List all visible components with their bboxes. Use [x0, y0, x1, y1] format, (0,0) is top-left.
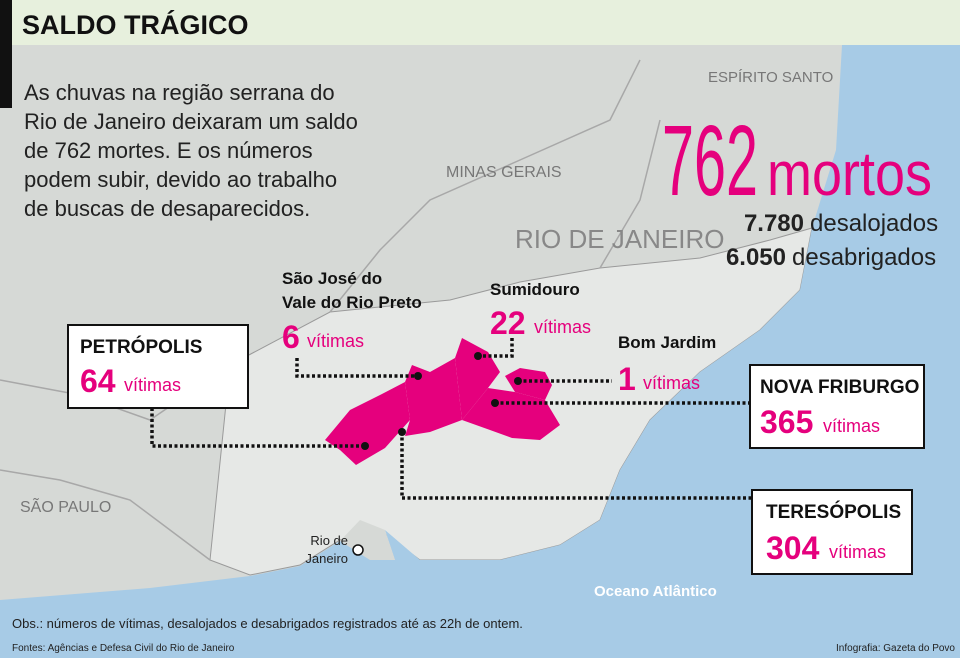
city-label: Janeiro [305, 551, 348, 566]
title: SALDO TRÁGICO [22, 9, 249, 40]
city-name: Vale do Rio Preto [282, 293, 422, 312]
connector [400, 432, 752, 500]
victims-label: vítimas [823, 416, 880, 436]
sea [0, 45, 960, 658]
homeless-label: desabrigados [792, 244, 936, 271]
victims-number: 365 [760, 404, 813, 440]
city-dot [514, 377, 522, 385]
intro-line: Rio de Janeiro deixaram um saldo [24, 109, 358, 134]
connector [295, 358, 418, 378]
city-dot [491, 399, 499, 407]
victims-number: 1 [618, 361, 636, 397]
victims-label: vítimas [307, 331, 364, 351]
state-label: MINAS GERAIS [446, 164, 562, 181]
city-name: PETRÓPOLIS [80, 336, 202, 358]
callout-box [749, 364, 925, 449]
homeless-number: 6.050 [726, 244, 786, 271]
peninsula [340, 520, 395, 560]
intro-line: podem subir, devido ao trabalho [24, 167, 337, 192]
city-label: Rio de [310, 533, 348, 548]
victims-number: 6 [282, 319, 300, 355]
connector [478, 338, 514, 358]
city-name: São José do [282, 269, 382, 288]
intro-line: de buscas de desaparecidos. [24, 196, 310, 221]
city-name: Sumidouro [490, 280, 580, 299]
victims-number: 304 [766, 530, 820, 566]
victims-label: vítimas [124, 375, 181, 395]
victims-number: 64 [80, 363, 116, 399]
city-dot [398, 428, 406, 436]
callout-box [67, 324, 249, 409]
footer-credit: Infografia: Gazeta do Povo [836, 643, 955, 654]
state-label: SÃO PAULO [20, 496, 111, 516]
displaced-label: desalojados [810, 210, 938, 237]
victims-label: vítimas [534, 317, 591, 337]
nova-friburgo-area [462, 388, 560, 440]
state-label: RIO DE JANEIRO [515, 224, 724, 254]
intro-line: As chuvas na região serrana do [24, 80, 335, 105]
connector [150, 408, 365, 448]
victims-label: vítimas [829, 542, 886, 562]
displaced-number: 7.780 [744, 210, 804, 237]
bom-jardim-area [505, 368, 552, 400]
deaths-number: 762 [662, 105, 758, 217]
header-accent [0, 0, 12, 108]
victims-number: 22 [490, 305, 526, 341]
city-dot [361, 442, 369, 450]
header-bar [0, 0, 960, 45]
footer-sources: Fontes: Agências e Defesa Civil do Rio d… [12, 643, 235, 654]
deaths-label: mortos [767, 140, 932, 209]
sumidouro-area [455, 338, 500, 420]
footer-note: Obs.: números de vítimas, desalojados e … [12, 616, 523, 631]
victims-label: vítimas [643, 373, 700, 393]
callout-box [751, 489, 913, 575]
ocean-label: Oceano Atlântico [594, 583, 717, 600]
city-name: Bom Jardim [618, 333, 716, 352]
city-name: NOVA FRIBURGO [760, 377, 919, 398]
city-dot [414, 372, 422, 380]
city-name: TERESÓPOLIS [766, 501, 901, 523]
city-dot [474, 352, 482, 360]
intro-line: de 762 mortes. E os números [24, 138, 313, 163]
state-label: ESPÍRITO SANTO [708, 69, 833, 86]
capital-marker [352, 544, 364, 556]
